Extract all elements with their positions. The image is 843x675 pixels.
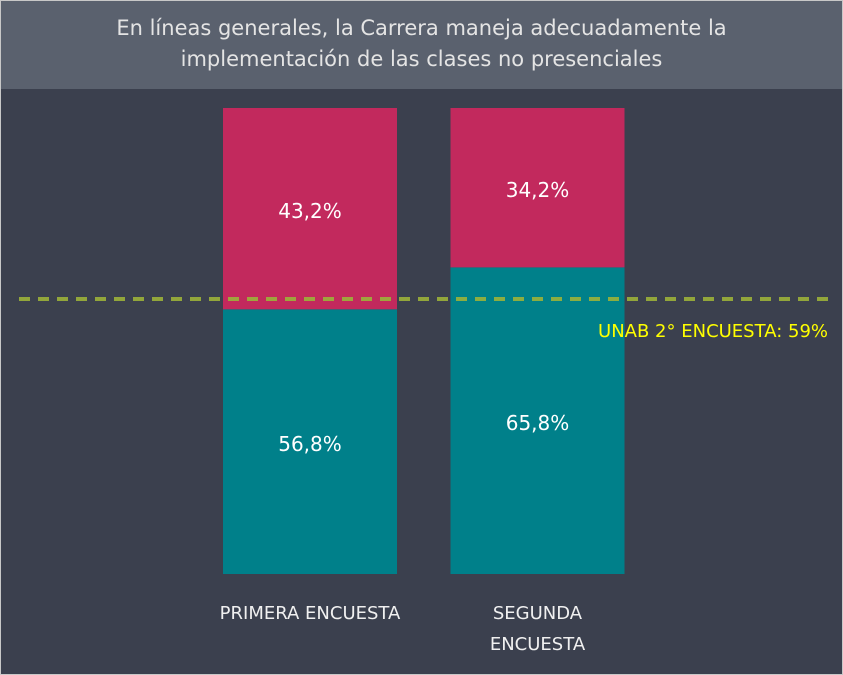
- data-label: 34,2%: [506, 178, 570, 202]
- data-label: 43,2%: [278, 199, 342, 223]
- reference-label: UNAB 2° ENCUESTA: 59%: [598, 321, 828, 342]
- bar-segment: [450, 267, 625, 574]
- chart-title: En líneas generales, la Carrera maneja a…: [116, 16, 727, 71]
- bar-segment: [450, 108, 625, 268]
- bar-segment: [223, 309, 397, 574]
- data-label: 65,8%: [506, 411, 570, 435]
- title-band: [1, 1, 842, 89]
- x-tick-label: PRIMERA ENCUESTA: [219, 603, 401, 624]
- bar-segment: [223, 108, 397, 310]
- x-tick-label: SEGUNDA ENCUESTA: [489, 603, 586, 655]
- data-label: 56,8%: [278, 432, 342, 456]
